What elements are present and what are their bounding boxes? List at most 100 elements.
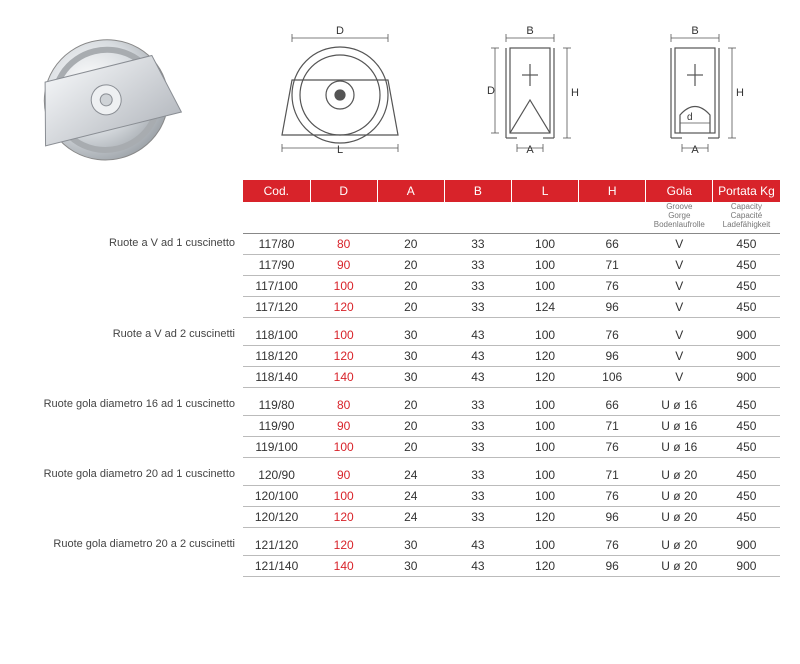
- cell-b: 43: [444, 367, 511, 388]
- th-gola-sub: GrooveGorgeBodenlaufrolle: [646, 202, 713, 234]
- cell-a: 30: [377, 528, 444, 556]
- dim-label-h2: H: [736, 87, 744, 99]
- cell-cod: 119/100: [243, 437, 310, 458]
- group-label: Ruote a V ad 1 cuscinetto: [20, 234, 243, 255]
- table-row: 119/9090203310071U ø 16450: [20, 416, 780, 437]
- table-row: Ruote gola diametro 20 a 2 cuscinetti121…: [20, 528, 780, 556]
- cell-kg: 450: [713, 297, 780, 318]
- cell-l: 100: [512, 388, 579, 416]
- cell-b: 43: [444, 318, 511, 346]
- dim-label-b2: B: [691, 25, 698, 37]
- table-row: 120/100100243310076U ø 20450: [20, 486, 780, 507]
- cell-gola: U ø 20: [646, 556, 713, 577]
- cell-b: 33: [444, 234, 511, 255]
- cell-l: 120: [512, 507, 579, 528]
- cell-h: 76: [579, 528, 646, 556]
- dim-label-b: B: [526, 25, 533, 37]
- cell-l: 100: [512, 318, 579, 346]
- dim-label-d: D: [336, 25, 344, 37]
- cell-cod: 121/120: [243, 528, 310, 556]
- cell-cod: 121/140: [243, 556, 310, 577]
- cell-d: 100: [310, 318, 377, 346]
- cell-gola: V: [646, 255, 713, 276]
- cell-kg: 900: [713, 367, 780, 388]
- table-row: 119/100100203310076U ø 16450: [20, 437, 780, 458]
- cell-a: 24: [377, 486, 444, 507]
- group-label: Ruote a V ad 2 cuscinetti: [20, 318, 243, 346]
- cell-kg: 450: [713, 458, 780, 486]
- cell-h: 96: [579, 507, 646, 528]
- cell-a: 20: [377, 276, 444, 297]
- cell-l: 100: [512, 416, 579, 437]
- th-l: L: [512, 180, 579, 202]
- cell-l: 100: [512, 528, 579, 556]
- cell-h: 76: [579, 318, 646, 346]
- th-a: A: [377, 180, 444, 202]
- dim-label-h: H: [571, 87, 579, 99]
- table-row: 121/140140304312096U ø 20900: [20, 556, 780, 577]
- cell-cod: 118/100: [243, 318, 310, 346]
- cell-h: 66: [579, 388, 646, 416]
- cell-gola: U ø 20: [646, 507, 713, 528]
- cell-gola: U ø 16: [646, 388, 713, 416]
- table-row: 117/100100203310076V450: [20, 276, 780, 297]
- cell-kg: 450: [713, 255, 780, 276]
- cell-a: 30: [377, 318, 444, 346]
- cell-d: 100: [310, 437, 377, 458]
- cell-a: 20: [377, 255, 444, 276]
- diagram-front: D L: [265, 20, 415, 155]
- cell-kg: 900: [713, 346, 780, 367]
- cell-b: 43: [444, 346, 511, 367]
- cell-h: 71: [579, 416, 646, 437]
- dim-label-dinner: d: [687, 112, 693, 123]
- table-row: 117/120120203312496V450: [20, 297, 780, 318]
- cell-cod: 120/90: [243, 458, 310, 486]
- dim-label-a: A: [526, 144, 534, 155]
- cell-l: 100: [512, 437, 579, 458]
- cell-b: 33: [444, 255, 511, 276]
- cell-gola: V: [646, 234, 713, 255]
- table-row: 118/1401403043120106V900: [20, 367, 780, 388]
- cell-l: 100: [512, 458, 579, 486]
- cell-a: 24: [377, 458, 444, 486]
- cell-b: 33: [444, 486, 511, 507]
- cell-l: 100: [512, 255, 579, 276]
- cell-h: 96: [579, 556, 646, 577]
- cell-b: 33: [444, 297, 511, 318]
- cell-cod: 120/120: [243, 507, 310, 528]
- cell-a: 30: [377, 556, 444, 577]
- th-d: D: [310, 180, 377, 202]
- cell-kg: 900: [713, 556, 780, 577]
- cell-b: 33: [444, 388, 511, 416]
- cell-gola: U ø 20: [646, 486, 713, 507]
- cell-b: 33: [444, 507, 511, 528]
- cell-cod: 120/100: [243, 486, 310, 507]
- cell-h: 76: [579, 486, 646, 507]
- table-row: Ruote a V ad 1 cuscinetto117/80802033100…: [20, 234, 780, 255]
- cell-b: 33: [444, 276, 511, 297]
- group-label: Ruote gola diametro 16 ad 1 cuscinetto: [20, 388, 243, 416]
- cell-cod: 118/120: [243, 346, 310, 367]
- dim-label-l: L: [337, 144, 343, 155]
- cell-cod: 119/80: [243, 388, 310, 416]
- cell-h: 96: [579, 297, 646, 318]
- th-kg-sub: CapacityCapacitéLadefähigkeit: [713, 202, 780, 234]
- cell-kg: 450: [713, 416, 780, 437]
- th-kg: Portata Kg: [713, 180, 780, 202]
- cell-cod: 117/100: [243, 276, 310, 297]
- cell-l: 124: [512, 297, 579, 318]
- cell-cod: 119/90: [243, 416, 310, 437]
- cell-d: 120: [310, 528, 377, 556]
- th-gola: Gola: [646, 180, 713, 202]
- cell-d: 90: [310, 416, 377, 437]
- th-b: B: [444, 180, 511, 202]
- cell-d: 100: [310, 276, 377, 297]
- spec-table: Cod. D A B L H Gola Portata Kg GrooveGor…: [20, 180, 781, 577]
- cell-d: 80: [310, 234, 377, 255]
- dim-label-d2: D: [487, 85, 495, 97]
- cell-a: 20: [377, 416, 444, 437]
- cell-b: 33: [444, 416, 511, 437]
- cell-h: 71: [579, 458, 646, 486]
- group-label: Ruote gola diametro 20 a 2 cuscinetti: [20, 528, 243, 556]
- table-row: Ruote gola diametro 16 ad 1 cuscinetto11…: [20, 388, 780, 416]
